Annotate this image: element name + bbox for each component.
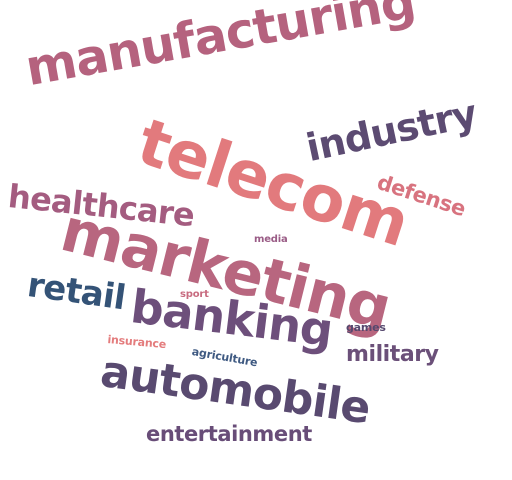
word-industry: industry xyxy=(302,91,481,171)
word-media: media xyxy=(254,234,288,245)
word-entertainment: entertainment xyxy=(146,422,312,446)
word-games: games xyxy=(346,321,386,334)
word-sport: sport xyxy=(180,289,209,300)
word-military: military xyxy=(346,342,439,367)
word-manufacturing: manufacturing xyxy=(21,0,420,98)
